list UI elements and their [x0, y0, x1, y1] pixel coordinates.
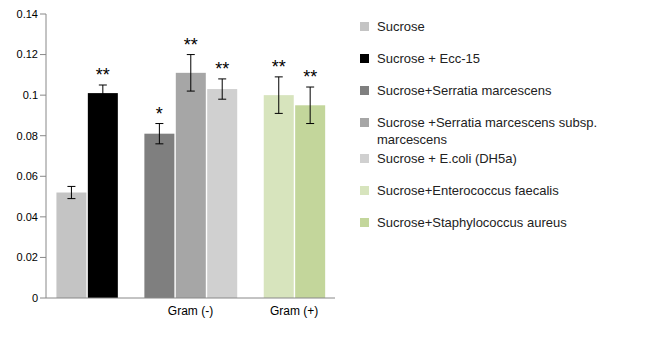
svg-text:Gram (+): Gram (+) — [270, 304, 318, 318]
svg-text:**: ** — [272, 57, 286, 77]
html-text:Sucrose + Ecc-15: Sucrose + Ecc-15 — [377, 51, 480, 66]
html-text:Sucrose: Sucrose — [377, 19, 425, 34]
html-text:Sucrose +Serratia marcescens s: Sucrose +Serratia marcescens subsp. marc… — [377, 115, 597, 147]
svg-text:0.1: 0.1 — [23, 89, 38, 101]
svg-text:0.08: 0.08 — [17, 130, 38, 142]
svg-text:0.04: 0.04 — [17, 211, 38, 223]
svg-text:0.12: 0.12 — [17, 48, 38, 60]
svg-text:**: ** — [303, 67, 317, 87]
html-text:Sucrose+Staphylococcus aureus: Sucrose+Staphylococcus aureus — [377, 215, 567, 230]
svg-text:Gram (-): Gram (-) — [168, 304, 213, 318]
svg-text:**: ** — [184, 35, 198, 55]
svg-text:**: ** — [215, 59, 229, 79]
html-text:Sucrose+Serratia marcescens: Sucrose+Serratia marcescens — [377, 83, 552, 98]
html-text:Sucrose + E.coli (DH5a): Sucrose + E.coli (DH5a) — [377, 151, 517, 166]
svg-text:0.02: 0.02 — [17, 251, 38, 263]
svg-text:**: ** — [96, 65, 110, 85]
svg-text:0: 0 — [32, 292, 38, 304]
svg-text:0.14: 0.14 — [17, 8, 38, 20]
svg-text:0.06: 0.06 — [17, 170, 38, 182]
svg-text:*: * — [156, 104, 163, 124]
html-text:Sucrose+Enterococcus faecalis: Sucrose+Enterococcus faecalis — [377, 183, 559, 198]
